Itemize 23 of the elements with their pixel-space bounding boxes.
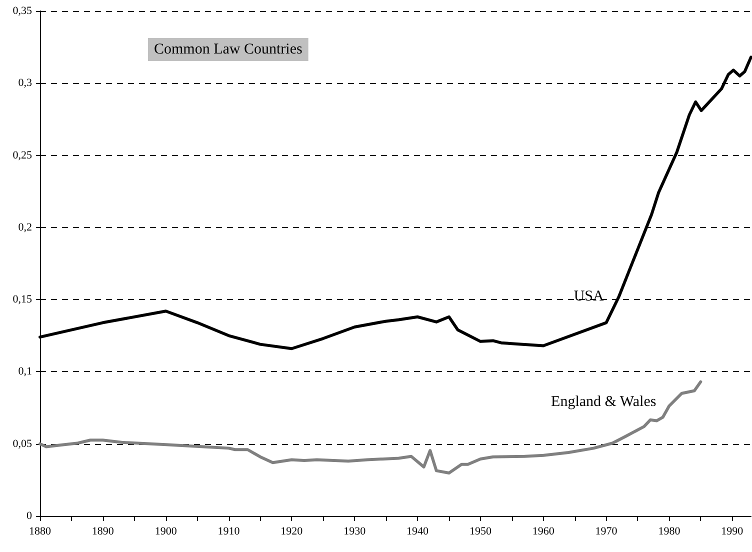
y-tick-label: 0,3 — [18, 77, 32, 90]
line-series — [38, 380, 702, 475]
series-label: England & Wales — [551, 394, 656, 410]
y-tick-label: 0,35 — [12, 5, 32, 17]
x-tick-label: 1970 — [595, 526, 618, 538]
y-tick-label: 0,1 — [18, 366, 32, 378]
y-tick-label: 0,2 — [18, 221, 32, 234]
x-tick-label: 1920 — [280, 526, 304, 538]
x-tick-label: 1900 — [154, 526, 178, 538]
x-tick-label: 1930 — [344, 526, 366, 538]
x-tick-label: 1910 — [218, 526, 240, 538]
x-tick-label: 1950 — [469, 526, 492, 538]
x-tick-label: 1980 — [658, 526, 681, 538]
y-tick-label: 0,05 — [12, 438, 32, 450]
y-tick-label: 0,25 — [12, 149, 32, 162]
x-tick-label: 1990 — [721, 526, 744, 538]
x-tick-label: 1940 — [406, 526, 430, 538]
x-tick-label: 1890 — [92, 526, 114, 538]
x-tick-label: 1960 — [532, 526, 555, 538]
y-tick-label: 0 — [26, 510, 32, 522]
text: Common Law Countries — [154, 42, 302, 58]
x-tick-label: 1880 — [29, 526, 52, 538]
y-tick-label: 0,15 — [12, 294, 32, 306]
